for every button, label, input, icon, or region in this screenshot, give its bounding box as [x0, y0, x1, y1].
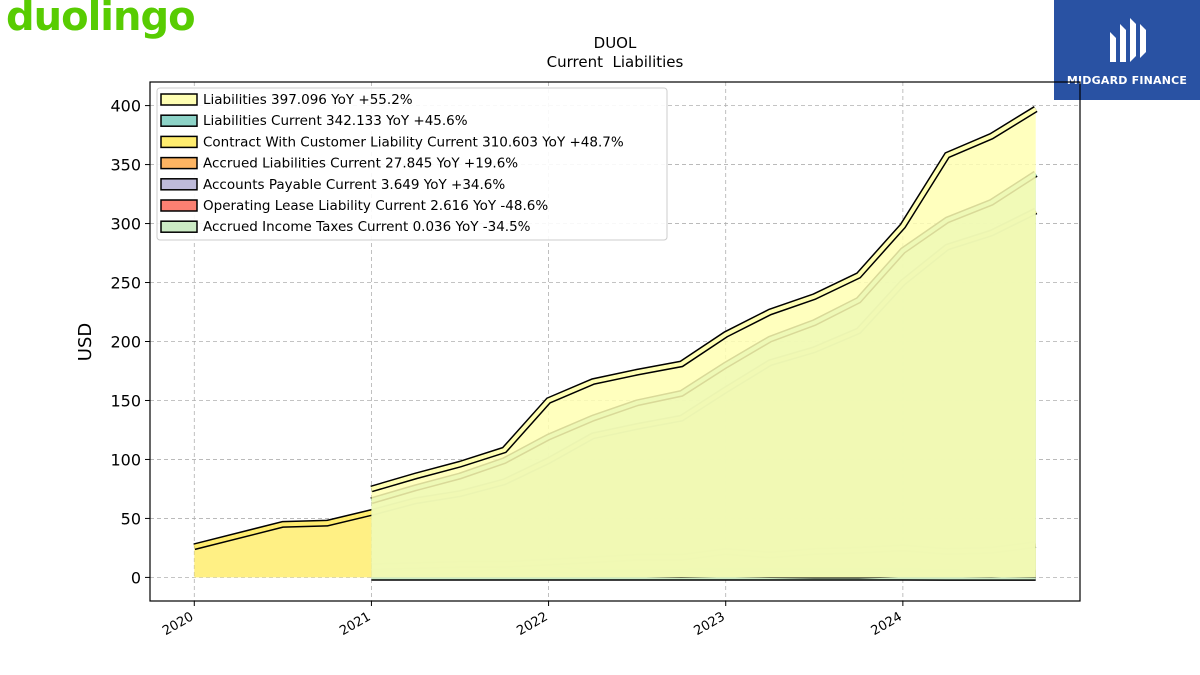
- series-liabilities: [370, 106, 1038, 578]
- legend-item: Accrued Liabilities Current 27.845 YoY +…: [160, 156, 518, 172]
- legend-swatch: [160, 178, 198, 191]
- legend-label: Operating Lease Liability Current 2.616 …: [203, 198, 548, 214]
- x-tick-label: 2020: [160, 609, 196, 639]
- y-tick-label: 100: [110, 450, 141, 469]
- legend-box: [156, 87, 668, 241]
- series-line: [370, 107, 1037, 491]
- legend-swatch: [160, 93, 198, 106]
- legend-label: Accrued Liabilities Current 27.845 YoY +…: [203, 156, 518, 172]
- legend-item: Operating Lease Liability Current 2.616 …: [160, 198, 548, 214]
- x-tick-label: 2024: [869, 609, 905, 639]
- legend: Liabilities 397.096 YoY +55.2% Liabilitie…: [156, 87, 668, 241]
- legend-label: Contract With Customer Liability Current…: [203, 134, 624, 150]
- y-tick-label: 200: [110, 333, 141, 352]
- x-tick-label: 2023: [692, 609, 728, 639]
- chart-subtitle: Current Liabilities: [547, 53, 684, 71]
- chart-title: DUOL: [594, 34, 637, 52]
- legend-swatch: [160, 220, 198, 233]
- legend-swatch: [160, 199, 198, 212]
- legend-label: Accounts Payable Current 3.649 YoY +34.6…: [203, 177, 505, 193]
- midgard-logo-icon: [1110, 17, 1146, 62]
- legend-label: Accrued Income Taxes Current 0.036 YoY -…: [203, 219, 531, 235]
- publisher-badge: MIDGARD FINANCE: [1054, 0, 1200, 100]
- legend-swatch: [160, 135, 198, 149]
- y-tick-label: 250: [110, 274, 141, 293]
- y-axis-label: USD: [75, 323, 96, 361]
- legend-item: Liabilities Current 342.133 YoY +45.6%: [160, 113, 468, 129]
- legend-swatch: [160, 114, 198, 127]
- legend-item: Liabilities 397.096 YoY +55.2%: [160, 92, 413, 108]
- y-tick-label: 350: [110, 156, 141, 175]
- y-tick-label: 0: [131, 568, 141, 587]
- y-tick-label: 300: [110, 215, 141, 234]
- legend-label: Liabilities 397.096 YoY +55.2%: [203, 92, 413, 108]
- y-tick-label: 400: [110, 97, 141, 116]
- legend-item: Accrued Income Taxes Current 0.036 YoY -…: [160, 219, 531, 235]
- legend-label: Liabilities Current 342.133 YoY +45.6%: [203, 113, 468, 129]
- legend-item: Contract With Customer Liability Current…: [160, 134, 624, 150]
- x-tick-label: 2021: [337, 609, 373, 639]
- y-tick-label: 50: [121, 509, 141, 528]
- y-tick-label: 150: [110, 391, 141, 410]
- publisher-name: MIDGARD FINANCE: [1066, 73, 1188, 87]
- x-tick-label: 2022: [514, 609, 550, 639]
- legend-item: Accounts Payable Current 3.649 YoY +34.6…: [160, 177, 505, 193]
- duolingo-logo: duolingo: [6, 0, 196, 40]
- series-area: [371, 109, 1036, 578]
- plot-area: [193, 106, 1038, 581]
- legend-swatch: [160, 156, 198, 170]
